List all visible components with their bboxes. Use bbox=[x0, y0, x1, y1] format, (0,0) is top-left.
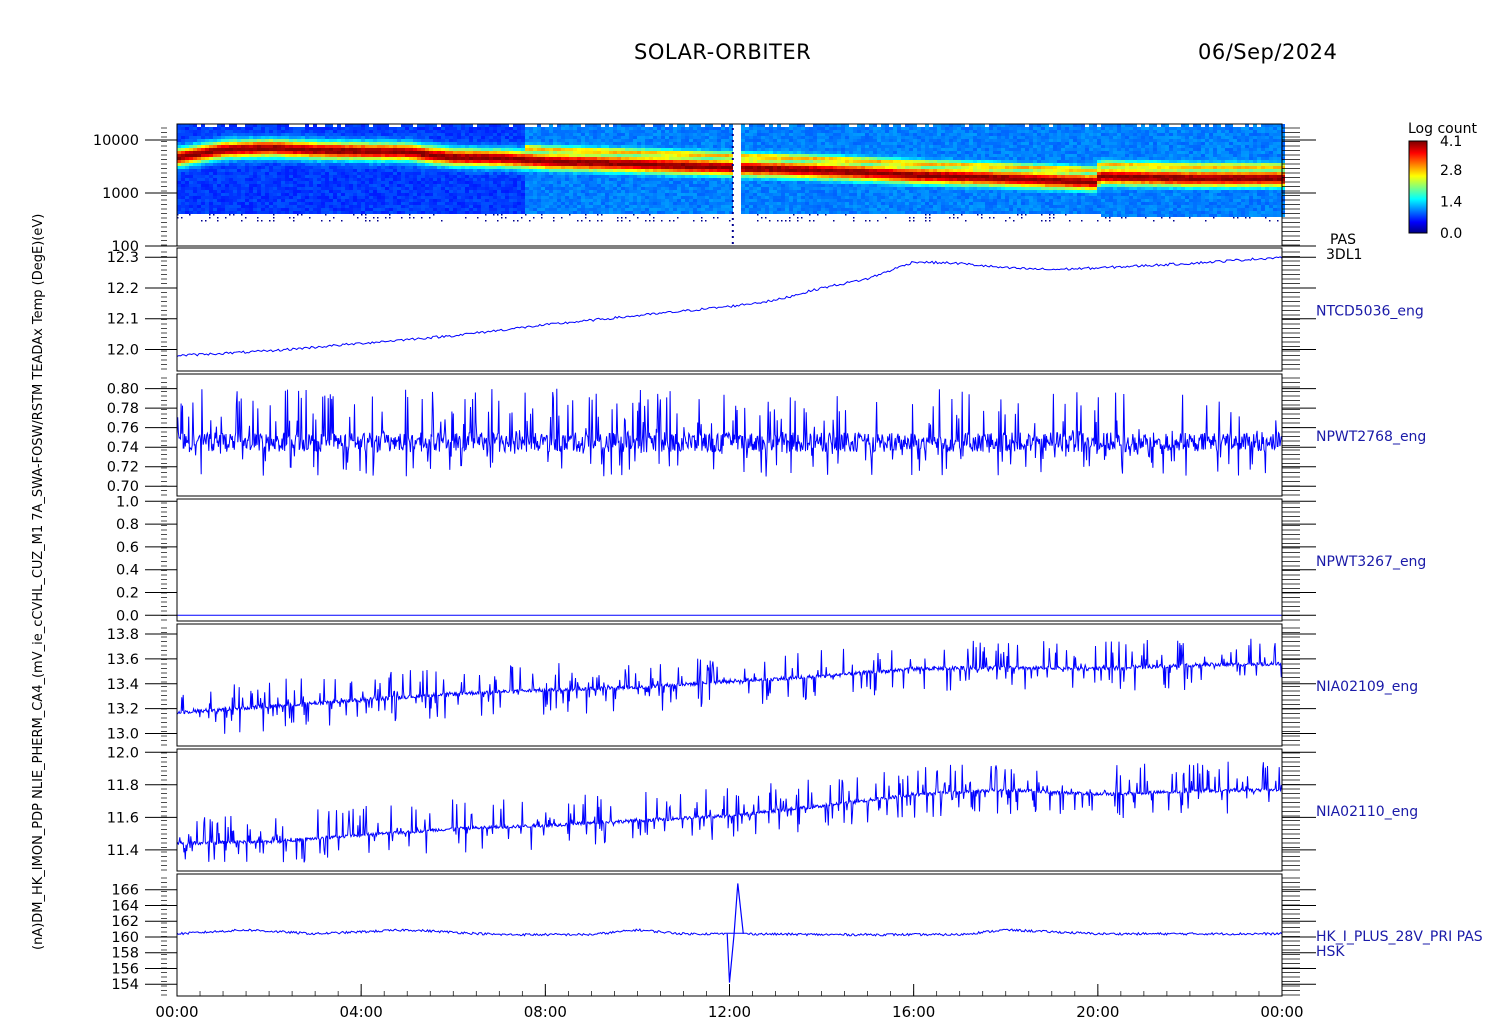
plot-date: 06/Sep/2024 bbox=[1198, 40, 1338, 64]
y-tick-label: 12.2 bbox=[107, 281, 139, 297]
gap-dot bbox=[731, 212, 734, 214]
y-tick-label: 13.8 bbox=[107, 627, 139, 643]
gap-dot bbox=[731, 206, 734, 208]
hk-current-trace bbox=[176, 928, 1283, 937]
y-tick-label: 11.6 bbox=[107, 810, 139, 826]
y-tick-label: 0.80 bbox=[107, 382, 139, 398]
y-tick-label: 1.0 bbox=[116, 494, 139, 510]
colorbar bbox=[1408, 140, 1428, 234]
series-label: NPWT2768_eng bbox=[1316, 429, 1426, 445]
y-tick-label: 156 bbox=[111, 961, 139, 977]
y-tick-label: 12.1 bbox=[107, 312, 139, 328]
gap-dot bbox=[731, 128, 734, 130]
y-tick-label: 100 bbox=[111, 239, 139, 255]
gap-dot bbox=[731, 224, 734, 226]
y-tick-label: 11.4 bbox=[107, 843, 139, 859]
y-tick-label: 166 bbox=[111, 883, 139, 899]
y-tick-label: 12.0 bbox=[107, 745, 139, 761]
y-tick-label: 12.3 bbox=[107, 250, 139, 266]
panel-frame bbox=[176, 247, 1283, 372]
gap-dot bbox=[731, 134, 734, 136]
series-label: NIA02109_eng bbox=[1316, 679, 1418, 695]
series-label: HK_I_PLUS_28V_PRI PAS bbox=[1316, 929, 1483, 945]
left-axis-label: (nA)DM_HK_IMON_PDP NLIE_PHERM_CA4_(mV_ie… bbox=[31, 214, 46, 950]
x-tick-label: 20:00 bbox=[1076, 1003, 1119, 1020]
pas-spectrogram bbox=[177, 124, 1285, 244]
nia02109-trace bbox=[176, 638, 1283, 734]
y-tick-label: 0.8 bbox=[116, 517, 139, 533]
gap-dot bbox=[731, 200, 734, 202]
gap-dot bbox=[731, 230, 734, 232]
y-tick-label: 10000 bbox=[93, 133, 139, 149]
y-tick-label: 162 bbox=[111, 914, 139, 930]
y-tick-label: 0.72 bbox=[107, 460, 139, 476]
gap-dot bbox=[731, 218, 734, 220]
y-tick-label: 12.0 bbox=[107, 342, 139, 358]
panel-frame bbox=[176, 748, 1283, 872]
gap-dot bbox=[731, 146, 734, 148]
y-tick-label: 1000 bbox=[102, 186, 139, 202]
gap-dot bbox=[731, 188, 734, 190]
panel-frame bbox=[176, 123, 1283, 247]
y-tick-label: 0.76 bbox=[107, 421, 139, 437]
x-tick-label: 12:00 bbox=[708, 1003, 751, 1020]
y-tick-label: 154 bbox=[111, 977, 139, 993]
x-tick-label: 04:00 bbox=[340, 1003, 383, 1020]
y-tick-label: 158 bbox=[111, 946, 139, 962]
y-tick-label: 11.8 bbox=[107, 778, 139, 794]
panel-frame bbox=[176, 498, 1283, 622]
series-label: PAS bbox=[1330, 232, 1356, 248]
y-tick-label: 0.4 bbox=[116, 563, 139, 579]
colorbar-tick-label: 1.4 bbox=[1440, 195, 1462, 211]
gap-dot bbox=[731, 152, 734, 154]
gap-dot bbox=[731, 194, 734, 196]
x-tick-label: 00:00 bbox=[1260, 1003, 1303, 1020]
x-tick-label: 16:00 bbox=[892, 1003, 935, 1020]
mission-title: SOLAR-ORBITER bbox=[634, 40, 812, 64]
colorbar-title: Log count bbox=[1408, 121, 1477, 137]
gap-dot bbox=[731, 242, 734, 244]
y-tick-label: 0.70 bbox=[107, 479, 139, 495]
gap-dot bbox=[731, 236, 734, 238]
colorbar-tick-label: 2.8 bbox=[1440, 163, 1462, 179]
series-label: NIA02110_eng bbox=[1316, 804, 1418, 820]
colorbar-frame bbox=[1408, 140, 1428, 234]
gap-dot bbox=[731, 158, 734, 160]
series-label: HSK bbox=[1316, 944, 1345, 960]
y-tick-label: 13.2 bbox=[107, 702, 139, 718]
gap-dot bbox=[731, 176, 734, 178]
y-tick-label: 160 bbox=[111, 930, 139, 946]
y-tick-label: 0.2 bbox=[116, 585, 139, 601]
x-tick-label: 00:00 bbox=[155, 1003, 198, 1020]
colorbar-tick-label: 4.1 bbox=[1440, 134, 1462, 150]
series-label: NPWT3267_eng bbox=[1316, 554, 1426, 570]
y-tick-label: 13.4 bbox=[107, 677, 139, 693]
panel-frame bbox=[176, 373, 1283, 497]
x-tick-label: 08:00 bbox=[524, 1003, 567, 1020]
series-label: NTCD5036_eng bbox=[1316, 304, 1424, 320]
y-tick-label: 0.0 bbox=[116, 608, 139, 624]
nia02110-trace bbox=[176, 761, 1283, 863]
gap-dot bbox=[731, 140, 734, 142]
panel-frame bbox=[176, 623, 1283, 747]
hk-current-spike bbox=[726, 883, 744, 983]
y-tick-label: 13.6 bbox=[107, 652, 139, 668]
y-tick-label: 164 bbox=[111, 898, 139, 914]
y-tick-label: 13.0 bbox=[107, 727, 139, 743]
gap-dot bbox=[731, 182, 734, 184]
ntcd5036-trace bbox=[176, 256, 1283, 357]
colorbar-tick-label: 0.0 bbox=[1440, 226, 1462, 242]
gap-dot bbox=[731, 170, 734, 172]
npwt2768-trace bbox=[176, 388, 1283, 477]
y-tick-label: 0.74 bbox=[107, 440, 139, 456]
y-tick-label: 0.6 bbox=[116, 540, 139, 556]
y-tick-label: 0.78 bbox=[107, 401, 139, 417]
series-label: 3DL1 bbox=[1326, 247, 1362, 263]
gap-dot bbox=[731, 164, 734, 166]
